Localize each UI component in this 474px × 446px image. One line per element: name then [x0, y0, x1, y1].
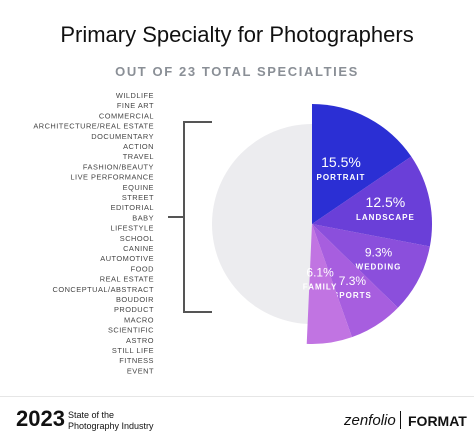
category-label: TRAVEL: [123, 152, 154, 161]
slice-value-label: 9.3%: [365, 246, 393, 260]
slice-name-label: FAMILY: [303, 282, 338, 291]
footer-subtitle-line2: Photography Industry: [68, 421, 154, 431]
pie-slice-wedding: [312, 224, 430, 308]
zenfolio-logo: zenfolio: [344, 412, 396, 429]
category-label: AUTOMOTIVE: [100, 254, 154, 263]
footer-divider: [0, 396, 474, 397]
category-label: PRODUCT: [114, 305, 154, 314]
category-label: CANINE: [123, 244, 154, 253]
category-label: FASHION/BEAUTY: [83, 162, 154, 171]
slice-name-label: PORTRAIT: [317, 173, 366, 182]
slice-name-label: LANDSCAPE: [356, 213, 415, 222]
footer-subtitle: State of the Photography Industry: [68, 410, 154, 432]
category-label: EQUINE: [123, 183, 154, 192]
category-label: EDITORIAL: [111, 203, 154, 212]
slice-value-label: 6.1%: [306, 265, 334, 279]
slice-value-label: 12.5%: [366, 194, 406, 210]
category-label: WILDLIFE: [116, 91, 154, 100]
category-label: BABY: [132, 213, 154, 222]
category-label: STREET: [122, 193, 154, 202]
category-label: MACRO: [124, 315, 154, 324]
category-label: REAL ESTATE: [100, 275, 154, 284]
chart-subtitle: OUT OF 23 TOTAL SPECIALTIES: [115, 64, 359, 79]
footer-subtitle-line1: State of the: [68, 410, 115, 420]
category-label: FINE ART: [117, 101, 154, 110]
category-label: EVENT: [127, 366, 154, 375]
slice-value-label: 15.5%: [321, 154, 361, 170]
category-label: ACTION: [123, 142, 154, 151]
category-label: SCIENTIFIC: [108, 326, 154, 335]
slice-name-label: WEDDING: [356, 263, 402, 272]
category-label: BOUDOIR: [116, 295, 154, 304]
pie-slice-sports: [312, 224, 398, 338]
category-label: DOCUMENTARY: [91, 132, 154, 141]
category-label: ASTRO: [126, 336, 154, 345]
pie-slice-family: [306, 224, 352, 344]
pie-slice-portrait: [312, 104, 412, 224]
pie-slice-landscape: [312, 156, 432, 247]
footer-year: 2023: [16, 406, 65, 431]
category-label: LIFESTYLE: [110, 224, 154, 233]
format-logo: FORMAT: [408, 413, 467, 429]
category-label: CONCEPTUAL/ABSTRACT: [53, 285, 155, 294]
bracket: [168, 121, 212, 313]
category-label: LIVE PERFORMANCE: [70, 173, 154, 182]
category-label: ARCHITECTURE/REAL ESTATE: [33, 122, 154, 131]
category-label: STILL LIFE: [112, 346, 154, 355]
category-label: FITNESS: [119, 356, 154, 365]
category-label: COMMERCIAL: [99, 111, 154, 120]
category-label: FOOD: [131, 264, 154, 273]
slice-name-label: SPORTS: [333, 291, 372, 300]
slice-value-label: 7.3%: [339, 274, 367, 288]
brand-separator: [400, 411, 401, 429]
chart-title: Primary Specialty for Photographers: [60, 22, 414, 47]
category-label: SCHOOL: [120, 234, 154, 243]
